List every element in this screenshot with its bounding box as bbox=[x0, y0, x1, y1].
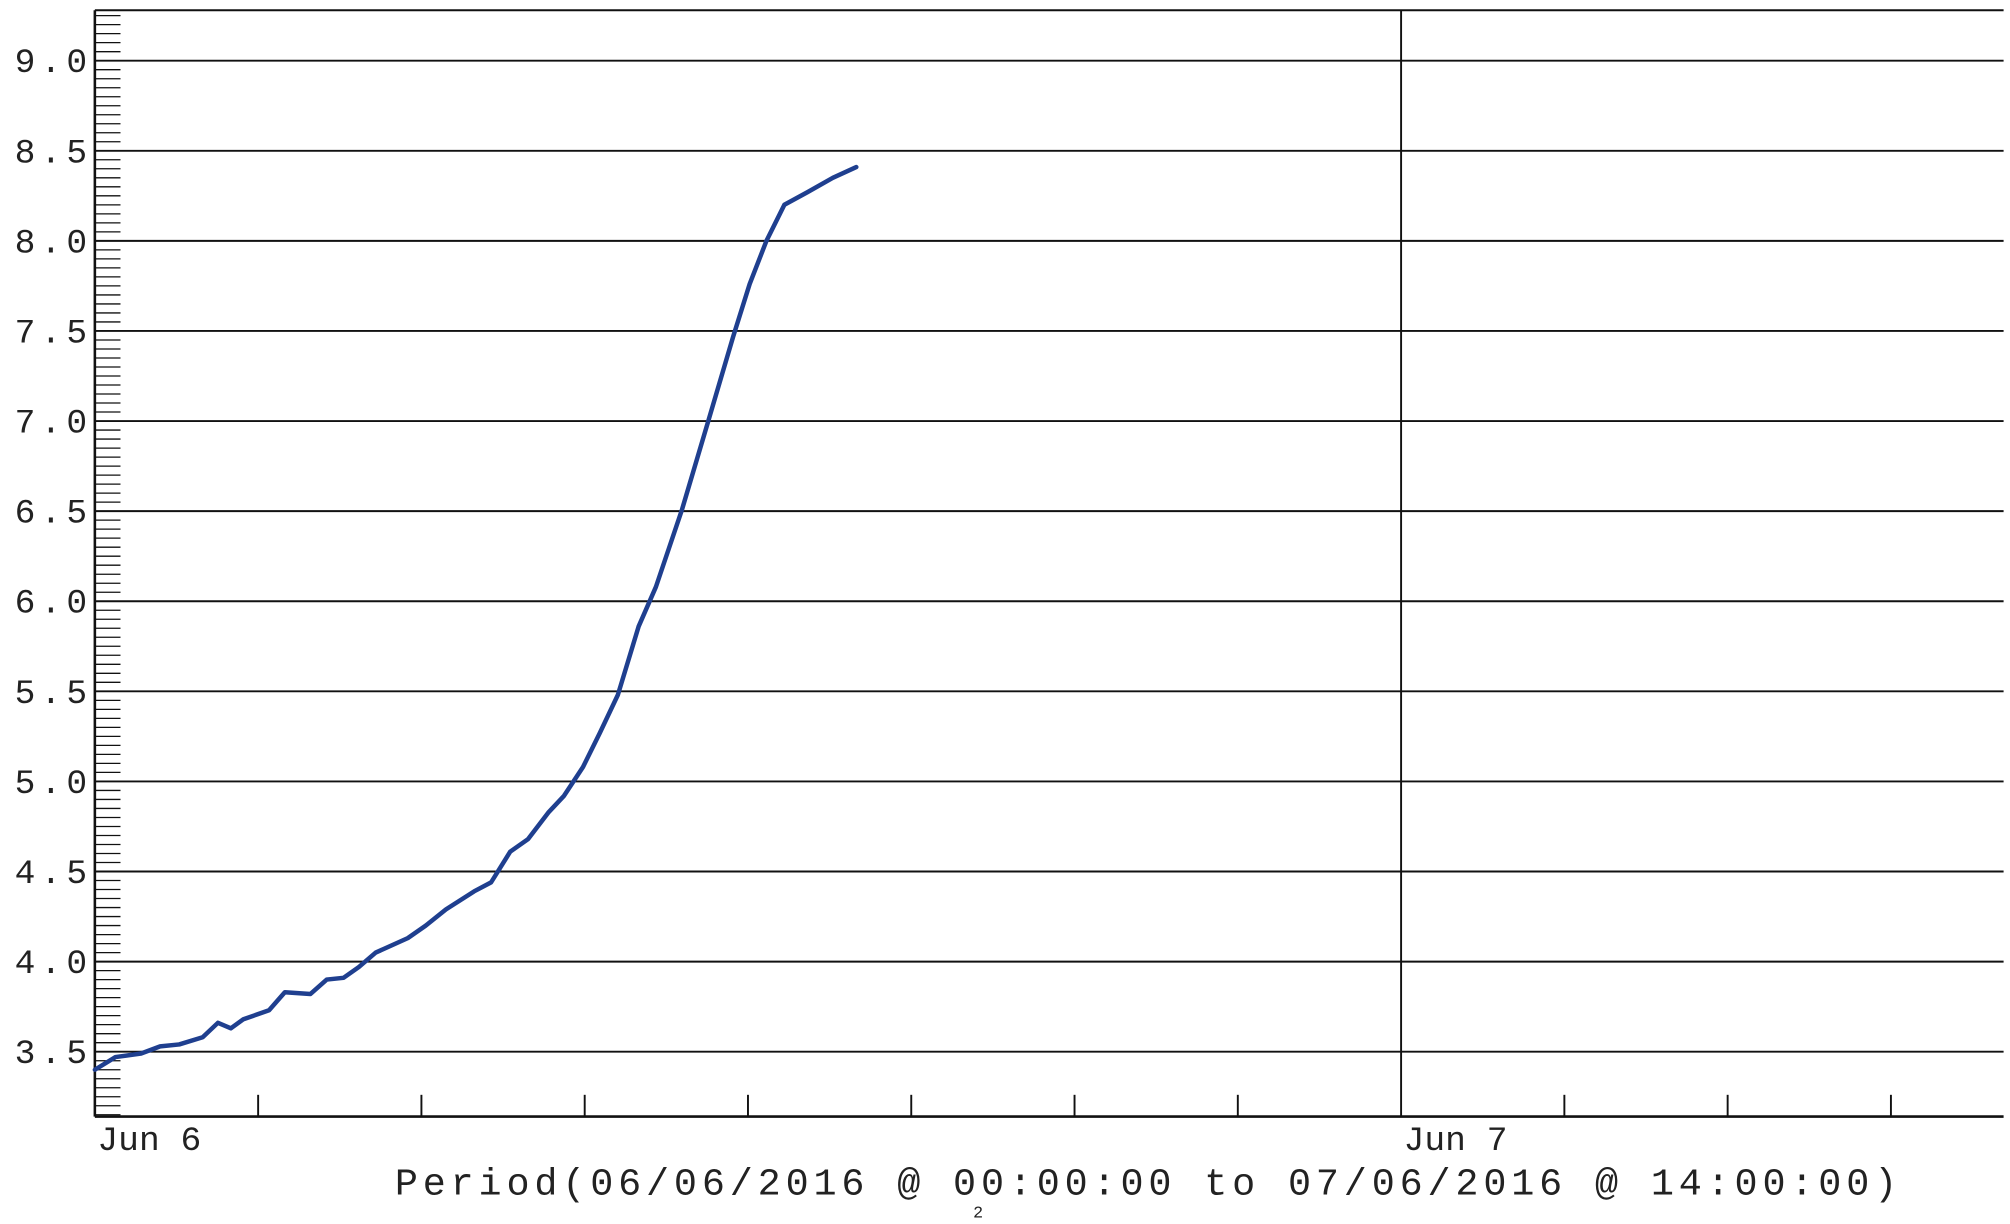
y-tick-label: 4.0 bbox=[15, 945, 93, 984]
y-tick-label: 8.5 bbox=[15, 134, 93, 173]
y-tick-label: 7.5 bbox=[15, 315, 93, 354]
y-tick-label: 8.0 bbox=[15, 224, 93, 263]
y-tick-label: 3.5 bbox=[15, 1035, 93, 1074]
y-tick-label: 9.0 bbox=[15, 44, 93, 83]
y-tick-label: 5.5 bbox=[15, 675, 93, 714]
page-number: 2 bbox=[973, 1204, 983, 1223]
footer: Period(06/06/2016 @ 00:00:00 to 07/06/20… bbox=[395, 1163, 1897, 1207]
line-series bbox=[92, 164, 859, 1072]
y-tick-label: 6.5 bbox=[15, 495, 93, 534]
y-tick-label: 6.0 bbox=[15, 585, 93, 624]
x-tick-label: Jun 7 bbox=[1404, 1122, 1508, 1161]
y-tick-label: 5.0 bbox=[15, 765, 93, 804]
y-tick-label: 4.5 bbox=[15, 855, 93, 894]
x-tick-label: Jun 6 bbox=[97, 1122, 201, 1161]
y-tick-label: 7.0 bbox=[15, 405, 93, 444]
